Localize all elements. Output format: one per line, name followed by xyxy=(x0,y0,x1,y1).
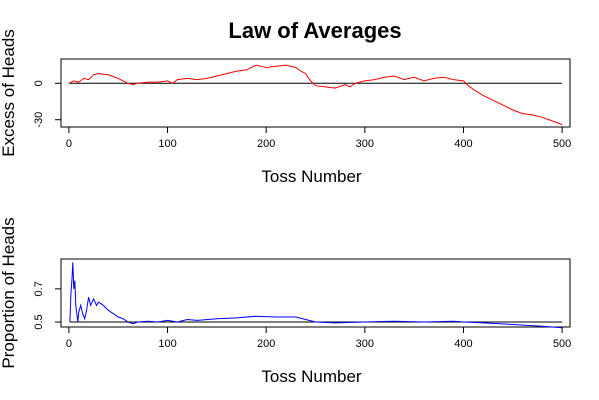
x-tick-label: 200 xyxy=(257,138,275,150)
x-tick-label: 100 xyxy=(158,138,176,150)
y-tick-label: 0.7 xyxy=(33,281,45,296)
x-tick-label: 400 xyxy=(454,338,472,350)
x-tick-label: 300 xyxy=(356,338,374,350)
x-axis: 0 100 200 300 400 500 xyxy=(66,326,571,350)
excess-of-heads-panel: 0 100 200 300 400 500 -30 0 Toss Number Excess… xyxy=(0,29,571,186)
proportion-of-heads-line xyxy=(69,262,563,329)
y-axis-label: Proportion of Heads xyxy=(0,217,18,368)
x-tick-label: 0 xyxy=(66,138,72,150)
y-axis-label: Excess of Heads xyxy=(0,29,18,157)
x-tick-label: 300 xyxy=(356,138,374,150)
x-axis-label: Toss Number xyxy=(261,367,361,386)
x-axis: 0 100 200 300 400 500 xyxy=(66,126,571,150)
y-tick-label: 0 xyxy=(33,80,45,86)
x-tick-label: 0 xyxy=(66,338,72,350)
y-tick-label: 0.5 xyxy=(33,314,45,329)
x-axis-label: Toss Number xyxy=(261,167,361,186)
y-axis: 0.5 0.7 xyxy=(33,281,62,330)
plot-frame xyxy=(60,58,571,128)
x-tick-label: 400 xyxy=(454,138,472,150)
x-tick-label: 100 xyxy=(158,338,176,350)
y-axis: -30 0 xyxy=(33,80,62,128)
y-tick-label: -30 xyxy=(33,112,45,128)
x-tick-label: 500 xyxy=(553,138,571,150)
proportion-of-heads-panel: 0 100 200 300 400 500 0.5 0.7 Toss Number Prop… xyxy=(0,217,571,386)
plot-frame xyxy=(60,258,571,328)
excess-of-heads-line xyxy=(68,64,563,126)
chart-title: Law of Averages xyxy=(228,18,401,43)
x-tick-label: 500 xyxy=(553,338,571,350)
x-tick-label: 200 xyxy=(257,338,275,350)
